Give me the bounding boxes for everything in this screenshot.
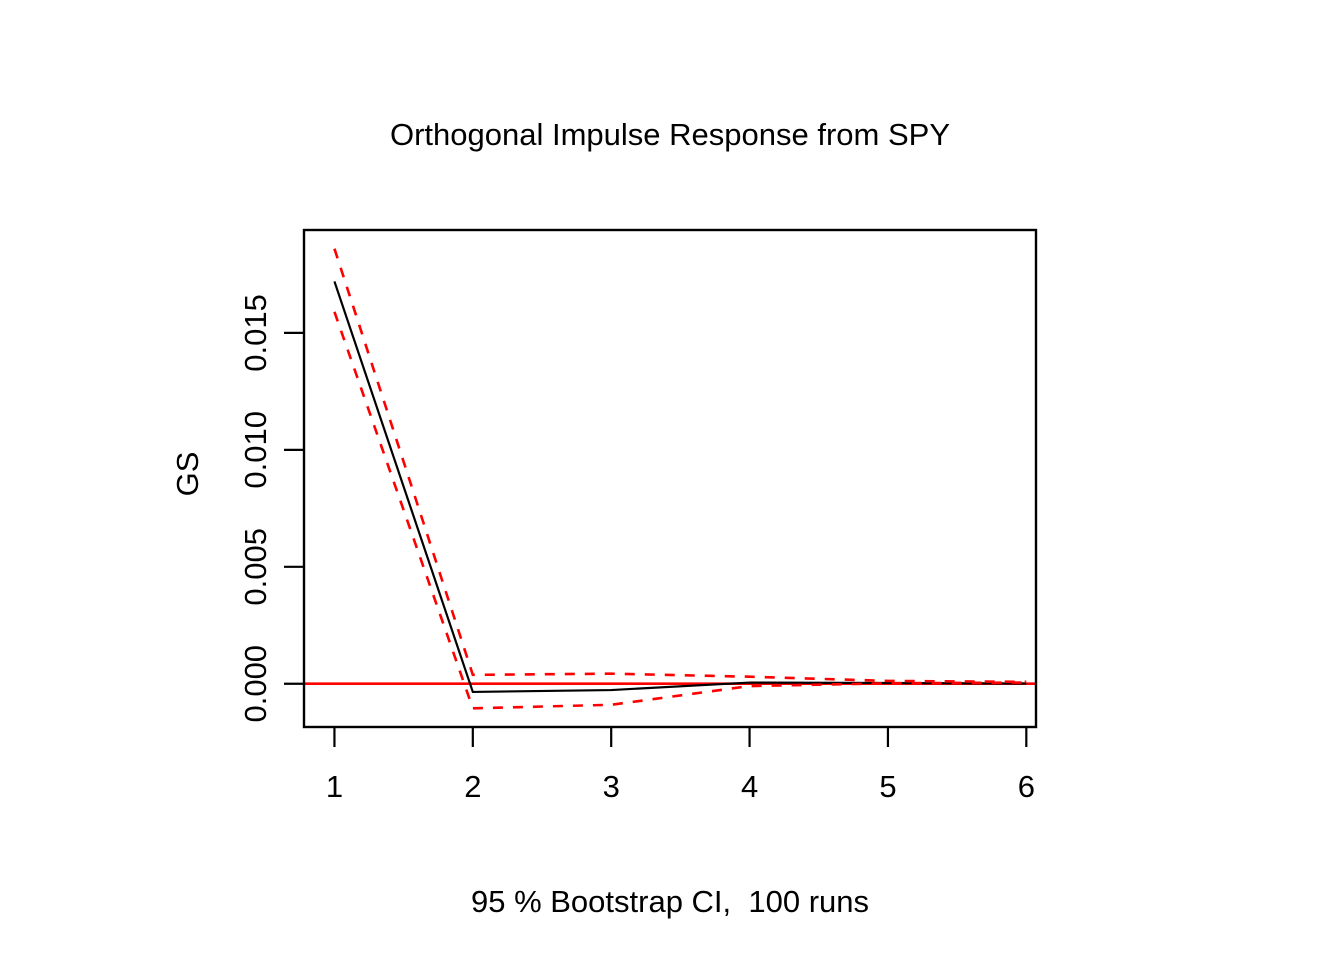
x-tick-label: 6 xyxy=(1018,769,1035,804)
y-tick-label: 0.010 xyxy=(238,411,273,489)
plot-box xyxy=(302,228,1038,729)
series-lines xyxy=(333,248,1027,710)
impulse-response-line xyxy=(333,281,1027,694)
ci-lower-line xyxy=(333,311,1027,710)
x-tick-label: 3 xyxy=(603,769,620,804)
y-axis-label: GS xyxy=(170,452,205,497)
chart-title: Orthogonal Impulse Response from SPY xyxy=(390,117,950,152)
axis-tick-labels: 1 2 3 4 5 6 0.000 0.005 0.010 0.015 xyxy=(238,294,1035,804)
axis-ticks xyxy=(284,331,1028,747)
chart-subtitle: 95 % Bootstrap CI, 100 runs xyxy=(471,884,869,919)
x-tick-label: 5 xyxy=(879,769,896,804)
y-tick-label: 0.000 xyxy=(238,645,273,723)
ci-upper-line xyxy=(333,248,1027,684)
x-tick-label: 2 xyxy=(464,769,481,804)
x-tick-label: 4 xyxy=(741,769,758,804)
y-tick-label: 0.015 xyxy=(238,294,273,372)
x-tick-label: 1 xyxy=(326,769,343,804)
y-tick-label: 0.005 xyxy=(238,528,273,606)
